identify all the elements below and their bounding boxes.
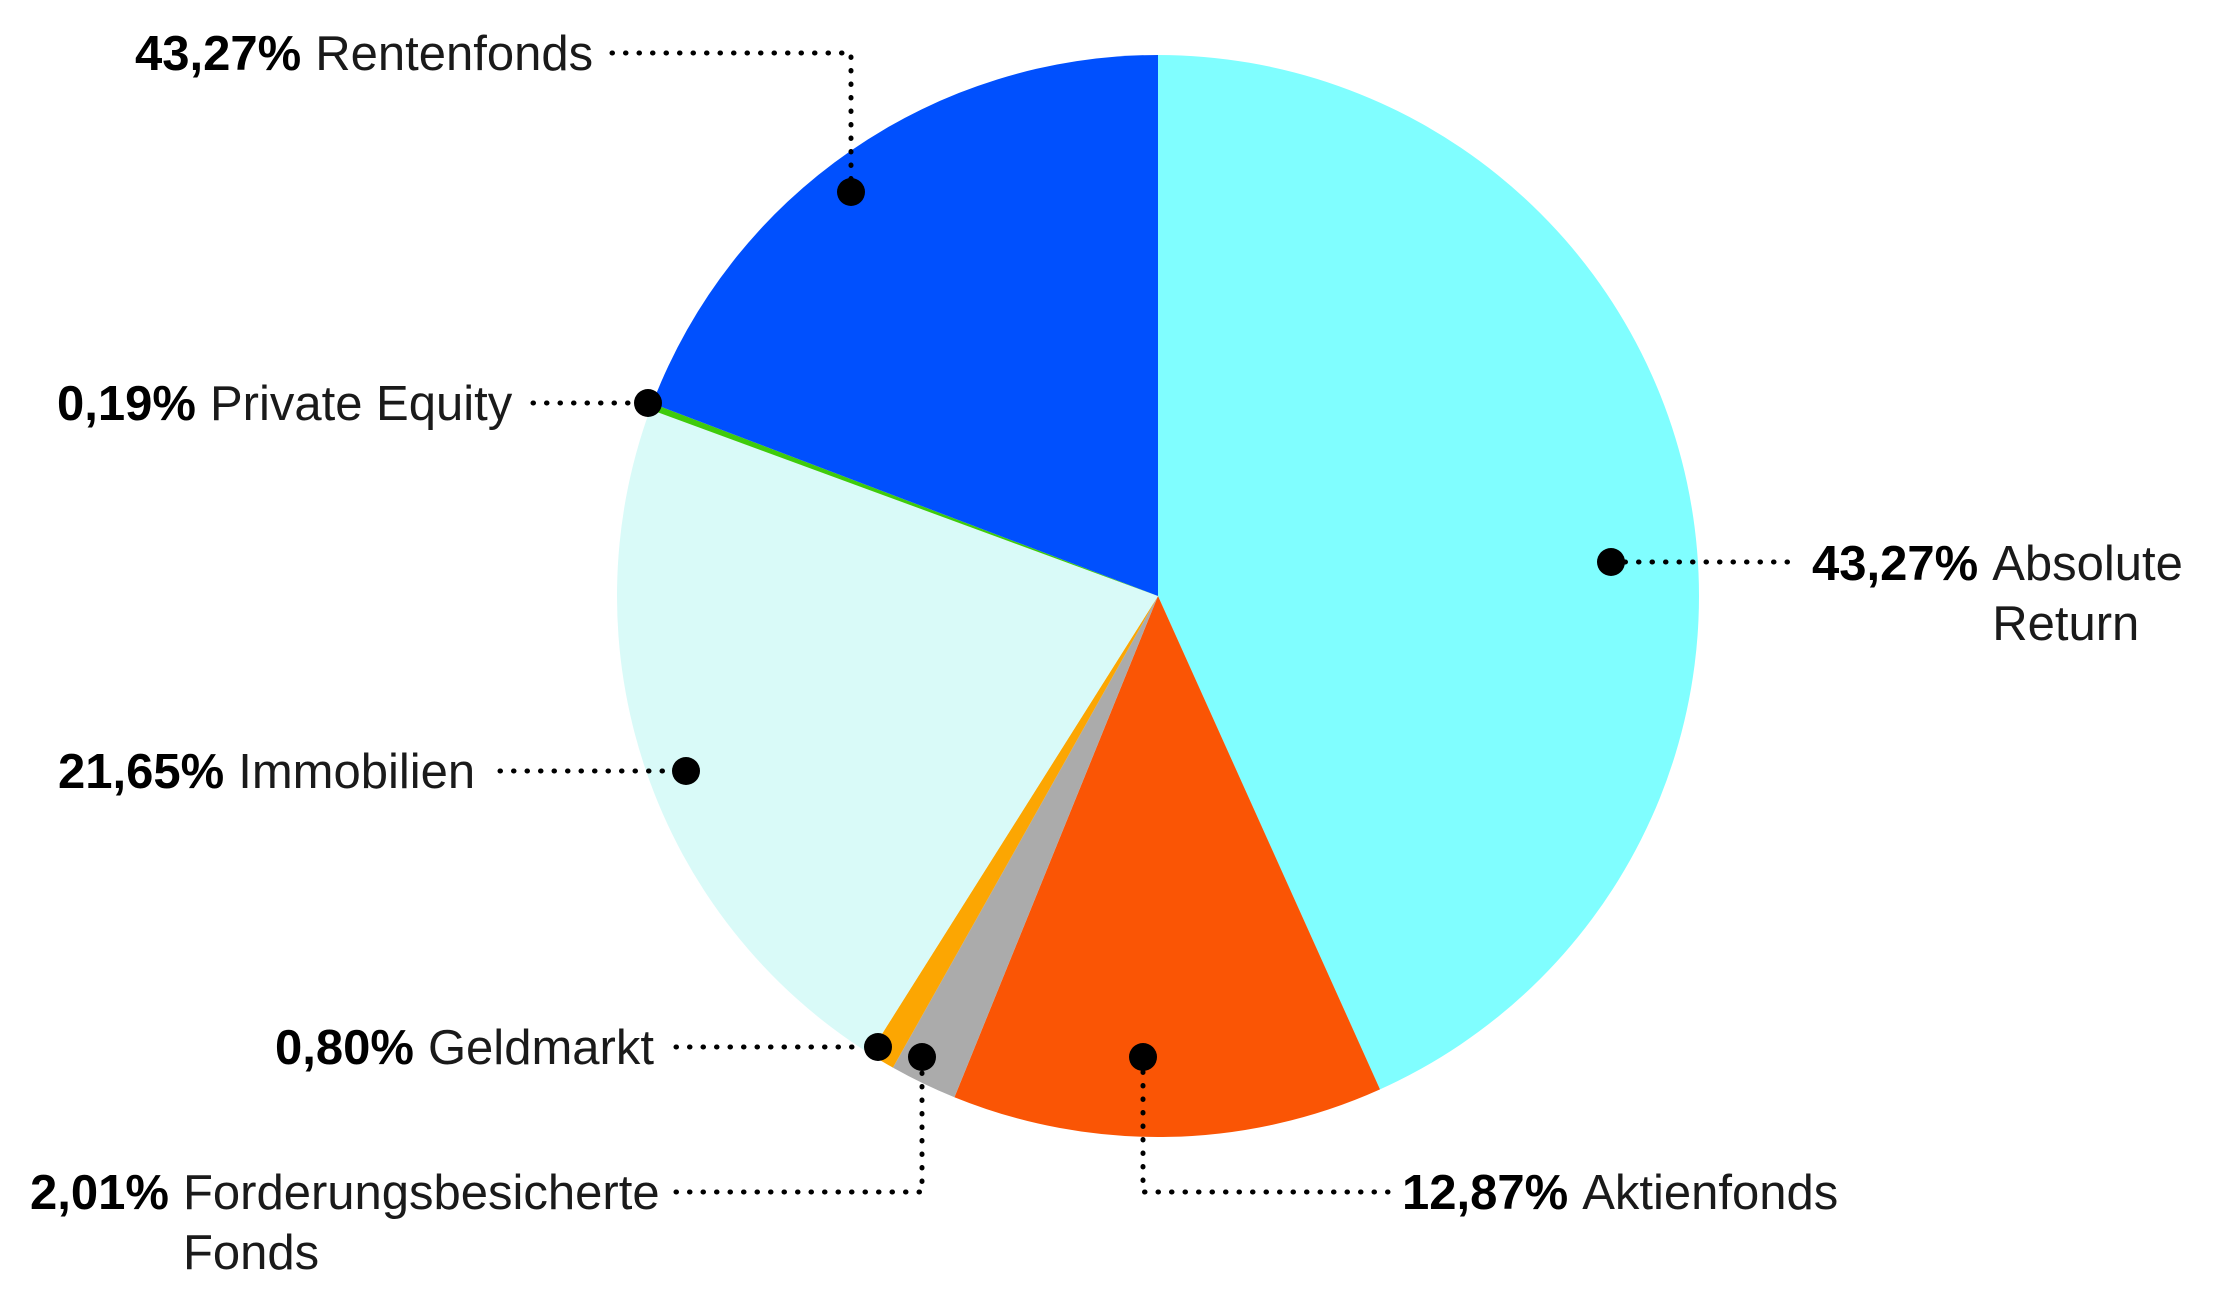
label-forderungsbesicherte-fonds-pct: 2,01% (30, 1166, 169, 1220)
pie-slice-immobilien (616, 409, 1158, 1054)
leader-dot-aktienfonds (1129, 1043, 1157, 1071)
leader-dot-forderungsbesicherte-fonds (908, 1043, 936, 1071)
label-private-equity: 0,19% Private Equity (57, 374, 512, 434)
leader-dot-geldmarkt (864, 1033, 892, 1061)
leader-dot-immobilien (672, 757, 700, 785)
label-aktienfonds: 12,87% Aktienfonds (1402, 1163, 1838, 1223)
pie-slice-absolute-return (1158, 55, 1699, 1090)
label-forderungsbesicherte-fonds: 2,01% Forderungsbesicherte Fonds (30, 1163, 660, 1283)
label-rentenfonds-name: Rentenfonds (315, 27, 594, 81)
pie-slice-private-equity (650, 403, 1158, 596)
label-rentenfonds: 43,27% Rentenfonds (135, 24, 593, 84)
leader-dot-private-equity (634, 389, 662, 417)
label-geldmarkt-name: Geldmarkt (427, 1021, 654, 1075)
label-geldmarkt-pct: 0,80% (275, 1021, 414, 1075)
pie-slice-geldmarkt (869, 596, 1158, 1068)
leader-line-rentenfonds (609, 50, 854, 183)
label-rentenfonds-pct: 43,27% (135, 27, 302, 81)
leader-lines-group (497, 50, 1798, 1195)
leader-dot-rentenfonds (837, 178, 865, 206)
pie-slice-forderungsbesicherte-fonds (892, 596, 1158, 1098)
pie-slice-rentenfonds (652, 55, 1158, 596)
label-forderungsbesicherte-fonds-name: Forderungsbesicherte Fonds (182, 1166, 660, 1280)
leader-line-forderungsbesicherte-fonds (673, 1068, 925, 1195)
label-private-equity-pct: 0,19% (57, 377, 196, 431)
label-absolute-return: 43,27% Absolute Return (1812, 534, 2183, 654)
label-immobilien: 21,65% Immobilien (58, 742, 475, 802)
leader-dot-absolute-return (1597, 548, 1625, 576)
label-aktienfonds-pct: 12,87% (1402, 1166, 1569, 1220)
label-aktienfonds-name: Aktienfonds (1582, 1166, 1839, 1220)
pie-slices-group (616, 55, 1699, 1137)
label-absolute-return-name: Absolute Return (1992, 537, 2183, 651)
leader-line-aktienfonds (1140, 1068, 1391, 1195)
pie-slice-aktienfonds (954, 596, 1381, 1137)
label-immobilien-name: Immobilien (238, 745, 476, 799)
label-private-equity-name: Private Equity (209, 377, 513, 431)
label-immobilien-pct: 21,65% (58, 745, 225, 799)
label-absolute-return-pct: 43,27% (1812, 537, 1979, 591)
label-geldmarkt: 0,80% Geldmarkt (275, 1018, 654, 1078)
